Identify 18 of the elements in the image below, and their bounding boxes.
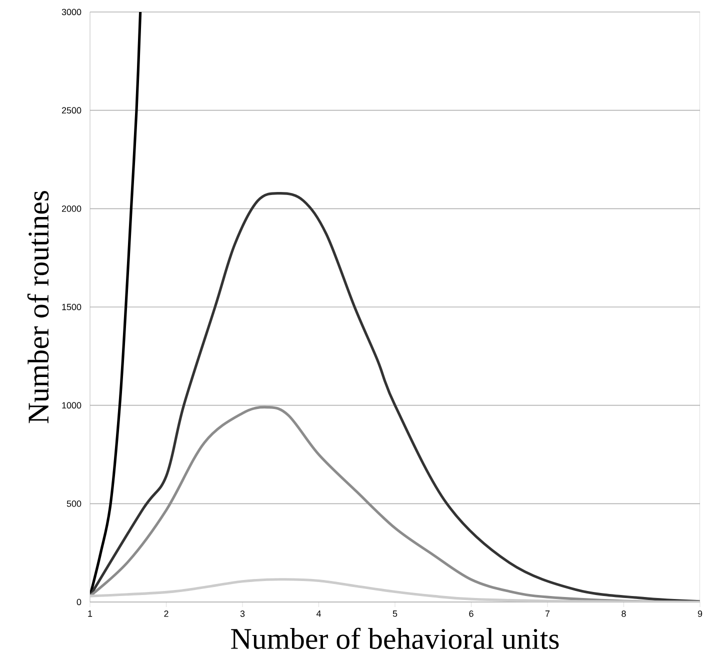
- x-tick-label: 5: [392, 610, 398, 617]
- y-tick-label: 2500: [62, 107, 82, 114]
- x-tick-label: 6: [469, 610, 474, 617]
- x-tick-label: 9: [698, 610, 702, 617]
- x-tick-label: 3: [240, 610, 245, 617]
- x-tick-label: 2: [164, 610, 168, 617]
- x-axis-title: Number of behavioral units: [231, 628, 559, 650]
- y-tick-label: 2000: [62, 205, 82, 212]
- x-tick-label: 8: [622, 610, 626, 617]
- x-tick-label: 7: [545, 610, 550, 617]
- y-tick-label: 3000: [62, 8, 82, 16]
- y-tick-label: 500: [66, 500, 82, 507]
- x-tick-label: 1: [88, 610, 92, 617]
- x-tick-label: 4: [316, 610, 321, 617]
- y-tick-label: 1500: [62, 304, 82, 310]
- y-axis-title: Number of routines: [27, 191, 49, 424]
- y-tick-label: 0: [76, 598, 82, 606]
- y-tick-label: 1000: [62, 402, 82, 409]
